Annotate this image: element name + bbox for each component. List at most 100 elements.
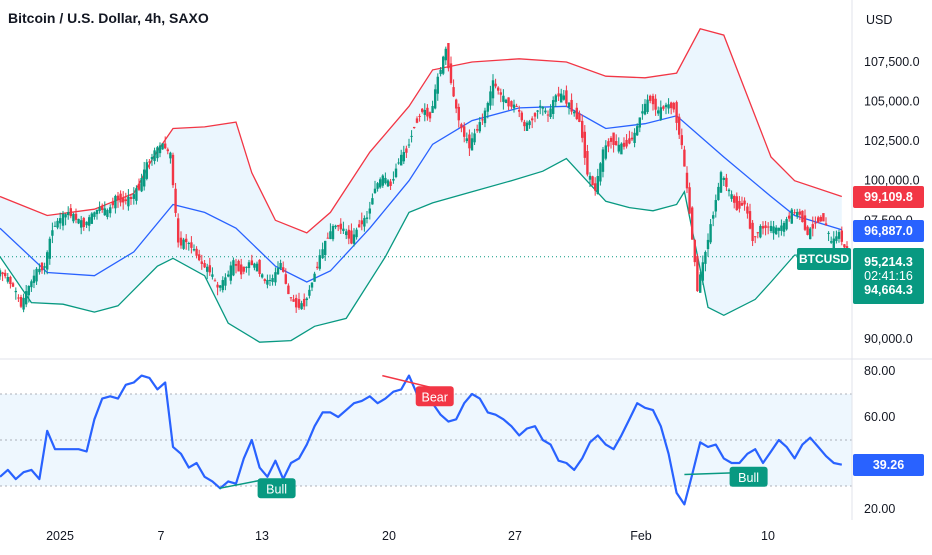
candle-body xyxy=(761,226,765,229)
candle-body xyxy=(326,237,330,239)
candle-body xyxy=(53,225,57,227)
candle-body xyxy=(523,121,526,127)
candle-body xyxy=(142,169,146,187)
candle-body xyxy=(769,225,773,232)
candle-body xyxy=(583,131,587,158)
candle-body xyxy=(394,168,398,178)
x-tick-label: 10 xyxy=(761,529,775,543)
candle-body xyxy=(255,263,259,272)
candle-body xyxy=(206,266,209,272)
candle-body xyxy=(829,241,833,243)
candle-body xyxy=(74,213,78,220)
candle-body xyxy=(743,200,746,205)
candle-body xyxy=(447,42,450,69)
candle-body xyxy=(415,118,419,123)
candle-body xyxy=(114,195,117,209)
candle-body xyxy=(35,268,38,282)
candle-body xyxy=(730,194,733,199)
bear-signal-label: Bear xyxy=(422,390,448,404)
candle-body xyxy=(27,285,30,296)
candle-body xyxy=(780,225,783,231)
candle-body xyxy=(242,266,245,272)
candle-body xyxy=(313,273,316,282)
candle-body xyxy=(300,303,303,310)
bull-signal-label: Bull xyxy=(266,482,287,496)
candle-body xyxy=(664,104,668,108)
candle-body xyxy=(520,112,523,121)
candle-body xyxy=(355,229,358,238)
candle-body xyxy=(245,266,248,268)
candle-body xyxy=(704,252,707,264)
candle-body xyxy=(832,238,835,249)
candle-body xyxy=(169,152,172,159)
candle-body xyxy=(310,282,314,288)
candle-body xyxy=(801,210,804,223)
candle-body xyxy=(738,200,741,209)
upper-band-tag: 99,109.8 xyxy=(853,186,924,208)
candle-body xyxy=(607,141,610,147)
candle-body xyxy=(156,147,159,159)
candle-body xyxy=(596,176,599,194)
candle-body xyxy=(250,260,254,266)
candle-body xyxy=(787,215,791,219)
candle-body xyxy=(400,154,403,166)
candle-body xyxy=(46,252,49,270)
candle-body xyxy=(473,133,476,143)
candle-body xyxy=(814,222,817,224)
candle-body xyxy=(518,110,521,112)
candle-body xyxy=(72,213,75,222)
candle-body xyxy=(197,254,201,261)
candle-body xyxy=(121,197,125,203)
candle-body xyxy=(496,87,500,91)
candle-body xyxy=(546,114,550,116)
candle-body xyxy=(808,228,812,240)
candle-body xyxy=(292,299,295,302)
lower-band-label: 94,664.3 xyxy=(864,283,913,297)
candle-body xyxy=(557,93,560,97)
price-tick-label: 107,500.0 xyxy=(864,55,920,69)
candle-body xyxy=(58,218,62,224)
rsi-tick-label: 60.00 xyxy=(864,410,895,424)
candle-body xyxy=(551,100,555,114)
candle-body xyxy=(247,262,251,269)
candle-body xyxy=(588,175,592,180)
candle-body xyxy=(719,172,723,193)
candle-body xyxy=(336,225,340,227)
candle-body xyxy=(421,108,424,112)
candle-body xyxy=(840,230,844,242)
bar-countdown: 02:41:16 xyxy=(864,269,913,283)
rsi-value-tag: 39.26 xyxy=(853,454,924,476)
candle-body xyxy=(431,106,434,113)
candle-body xyxy=(171,154,175,186)
candle-body xyxy=(284,274,287,284)
candle-body xyxy=(680,135,684,146)
candle-body xyxy=(470,138,474,151)
candle-body xyxy=(746,206,749,214)
candle-body xyxy=(512,104,516,109)
candle-body xyxy=(646,99,649,113)
candle-body xyxy=(604,145,608,159)
candle-body xyxy=(371,198,374,205)
candle-body xyxy=(701,262,705,281)
price-tick-label: 90,000.0 xyxy=(864,332,913,346)
candle-body xyxy=(85,221,88,226)
candle-body xyxy=(560,93,563,103)
candle-body xyxy=(782,222,786,232)
candle-body xyxy=(274,272,277,283)
candle-body xyxy=(785,219,788,230)
candle-body xyxy=(609,137,613,142)
candle-body xyxy=(357,224,361,228)
candle-body xyxy=(378,179,382,188)
candle-body xyxy=(100,205,104,210)
candle-body xyxy=(14,290,18,293)
candle-body xyxy=(67,212,70,216)
candle-body xyxy=(303,298,306,307)
symbol-tag: BTCUSD xyxy=(797,248,851,270)
candle-body xyxy=(1,272,4,275)
candle-body xyxy=(347,229,351,239)
candle-body xyxy=(17,297,20,299)
candle-body xyxy=(268,280,272,282)
candle-body xyxy=(654,98,657,110)
candle-body xyxy=(732,195,736,203)
candle-body xyxy=(436,76,439,94)
